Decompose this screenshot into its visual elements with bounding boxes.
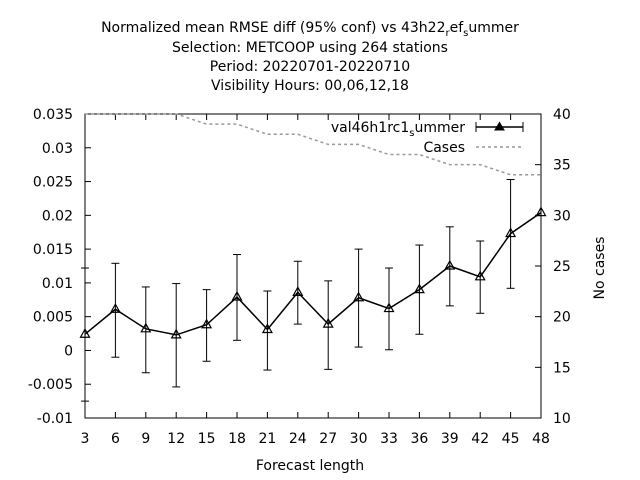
cases-series — [85, 113, 541, 176]
data-point — [474, 270, 486, 281]
y2-tick-label: 35 — [553, 158, 571, 174]
data-point — [292, 286, 304, 296]
y-tick-label: 0.02 — [42, 208, 73, 224]
legend-label-val46h1rc1: val46h1rc1summer — [331, 120, 465, 139]
x-tick-label: 6 — [111, 431, 120, 447]
legend: val46h1rc1summer Cases — [331, 120, 524, 156]
data-point — [413, 283, 425, 294]
y-tick-label: 0.035 — [33, 107, 73, 123]
data-point — [322, 317, 334, 328]
x-tick-label: 21 — [258, 431, 276, 447]
y-tick-label: -0.01 — [37, 411, 73, 427]
data-point — [444, 259, 456, 270]
x-tick-label: 45 — [502, 431, 520, 447]
data-point — [505, 227, 517, 238]
y-tick-label: 0.01 — [42, 276, 73, 292]
y-tick-label: 0.03 — [42, 141, 73, 157]
y-tick-label: 0 — [64, 343, 73, 359]
chart-title-line-4: Visibility Hours: 00,06,12,18 — [211, 78, 409, 94]
data-point — [261, 323, 273, 334]
y2-tick-label: 30 — [553, 208, 571, 224]
y2-tick-label: 10 — [553, 411, 571, 427]
chart-title-line-2: Selection: METCOOP using 264 stations — [172, 40, 448, 56]
data-point — [231, 290, 243, 301]
y-axis-ticks: -0.01 -0.005 0 0.005 0.01 0.015 0.02 0.025 0.03 0… — [28, 107, 91, 427]
y2-axis-label: No cases — [592, 237, 608, 300]
x-tick-label: 15 — [198, 431, 216, 447]
y2-tick-label: 20 — [553, 310, 571, 326]
x-tick-label: 39 — [441, 431, 459, 447]
x-axis-label: Forecast length — [256, 458, 364, 474]
y-tick-label: 0.015 — [33, 242, 73, 258]
x-tick-label: 3 — [81, 431, 90, 447]
val46h1rc1-series — [79, 179, 547, 402]
data-point — [170, 328, 182, 339]
x-tick-label: 42 — [471, 431, 489, 447]
x-tick-label: 9 — [141, 431, 150, 447]
cases-line — [85, 113, 541, 176]
plot-frame — [84, 113, 542, 419]
x-tick-label: 48 — [532, 431, 550, 447]
x-tick-label: 27 — [319, 431, 337, 447]
data-point — [140, 322, 152, 333]
chart-title-line-3: Period: 20220701-20220710 — [210, 59, 410, 75]
y2-axis-ticks: 10 15 20 25 30 35 40 — [535, 107, 571, 427]
y2-tick-label: 40 — [553, 107, 571, 123]
legend-label-cases: Cases — [423, 140, 465, 156]
data-point — [201, 318, 213, 329]
y-tick-label: 0.005 — [33, 310, 73, 326]
x-tick-label: 33 — [380, 431, 398, 447]
data-point — [109, 303, 121, 313]
y-tick-label: 0.025 — [33, 175, 73, 191]
x-tick-label: 12 — [167, 431, 185, 447]
x-tick-label: 30 — [350, 431, 368, 447]
data-point — [383, 302, 395, 313]
x-axis-ticks: 3 6 9 12 15 18 21 24 27 30 33 36 39 42 45 48 — [81, 114, 550, 447]
legend-sample-val46h1rc1 — [475, 121, 524, 132]
val46h1rc1-line — [84, 212, 542, 336]
x-tick-label: 18 — [228, 431, 246, 447]
chart-title-line-1: Normalized mean RMSE diff (95% conf) vs … — [101, 20, 519, 39]
y2-tick-label: 15 — [553, 360, 571, 376]
data-point — [79, 328, 91, 338]
data-point — [535, 206, 547, 217]
y2-tick-label: 25 — [553, 259, 571, 275]
data-point — [353, 291, 365, 302]
y-tick-label: -0.005 — [28, 377, 73, 393]
x-tick-label: 24 — [289, 431, 307, 447]
x-tick-label: 36 — [410, 431, 428, 447]
